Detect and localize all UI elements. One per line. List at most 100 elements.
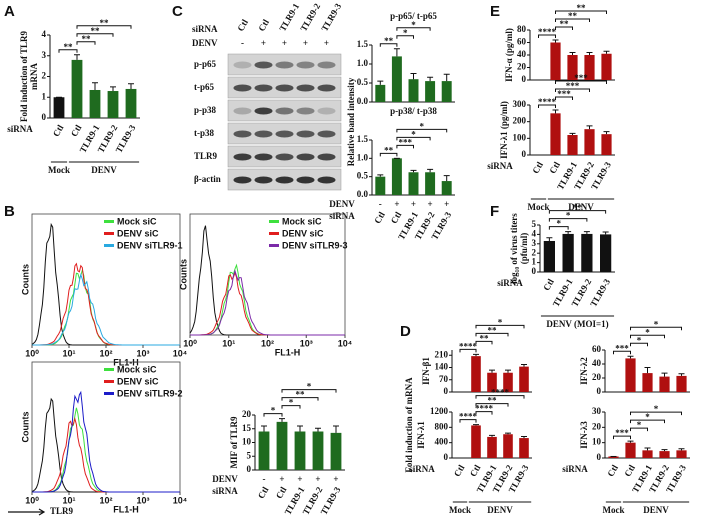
x-tick-label: Ctl — [274, 485, 289, 501]
significance-bracket — [76, 41, 96, 45]
y-tick-label: 1 — [42, 91, 47, 101]
y-tick-label: 30 — [592, 406, 602, 416]
y-tick-label: 0.5 — [357, 171, 369, 181]
y-tick-label: 0.5 — [357, 77, 369, 87]
significance-bracket — [613, 350, 631, 355]
error-bar — [661, 372, 668, 377]
x-tick-label: 10³ — [136, 348, 149, 358]
error-bar — [377, 80, 384, 85]
treatment-mark: + — [444, 199, 449, 209]
y-axis-label: log₁₀ of virus titers — [509, 213, 519, 284]
bar — [471, 425, 481, 458]
group-label: DENV — [568, 202, 594, 212]
significance-label: ** — [560, 19, 570, 29]
significance-label: ** — [568, 11, 578, 21]
blot-band — [275, 176, 294, 184]
bar — [601, 53, 612, 80]
y-tick-label: 0 — [597, 386, 602, 396]
bar — [659, 451, 670, 458]
legend-swatch — [269, 232, 279, 235]
blot-band — [254, 107, 273, 115]
bar — [503, 372, 513, 392]
significance-bracket — [475, 324, 525, 329]
blot-band — [317, 176, 336, 184]
bar — [519, 366, 529, 392]
significance-label: **** — [459, 412, 478, 422]
group-label: DENV — [643, 505, 669, 515]
legend-label: DENV siC — [282, 228, 324, 238]
significance-bracket — [548, 218, 588, 222]
y-tick-label: 300 — [513, 99, 527, 109]
bar — [600, 234, 612, 272]
y-tick-label: 1.5 — [357, 134, 369, 144]
error-bar — [427, 168, 434, 173]
significance-label: * — [645, 412, 650, 422]
significance-label: * — [566, 211, 571, 221]
blot-band — [233, 84, 252, 92]
significance-label: *** — [615, 428, 629, 438]
legend-swatch — [104, 220, 114, 223]
lane-label: Ctl — [256, 17, 271, 33]
blot-band — [296, 107, 315, 115]
band-label: t-p38 — [194, 128, 214, 138]
significance-label: * — [637, 335, 642, 345]
bar — [330, 432, 342, 470]
y-tick-label: 20 — [517, 62, 527, 72]
y-tick-label: 20 — [592, 421, 602, 431]
shared-y-label: Relative band intensity — [346, 77, 356, 166]
significance-label: ** — [480, 333, 490, 343]
treatment-mark: + — [394, 199, 399, 209]
x-tick-label: Ctl — [389, 210, 404, 226]
bar — [53, 97, 65, 118]
bar — [567, 135, 578, 155]
treatment-mark: - — [263, 474, 266, 484]
error-bar — [583, 231, 590, 234]
y-axis-label: Fold induction of TLR9 — [19, 30, 29, 122]
blot-band — [317, 130, 336, 138]
panel-label: A — [4, 3, 15, 20]
x-tick-label: 10² — [261, 338, 274, 348]
error-bar — [552, 109, 559, 114]
significance-label: * — [403, 28, 408, 38]
panel-label: B — [4, 203, 15, 220]
y-tick-label: 40 — [517, 49, 527, 59]
significance-bracket — [630, 411, 682, 416]
error-bar — [627, 355, 634, 359]
y-tick-label: 80 — [517, 24, 527, 34]
error-bar — [297, 425, 303, 432]
significance-label: * — [654, 319, 659, 329]
error-bar — [443, 175, 450, 182]
y-tick-label: 0 — [522, 149, 527, 159]
blot-band — [254, 61, 273, 69]
significance-label: * — [411, 129, 416, 139]
legend-label: Mock siC — [282, 216, 322, 226]
treatment-mark: - — [379, 199, 382, 209]
significance-bracket — [538, 34, 556, 38]
bar — [471, 356, 481, 392]
y-tick-label: 140 — [435, 362, 449, 372]
chart-title: p-p65/ t-p65 — [390, 11, 437, 21]
blot-band — [296, 84, 315, 92]
lane-treatment: + — [324, 38, 329, 48]
significance-bracket — [630, 326, 682, 331]
y-tick-label: 0.0 — [357, 96, 369, 106]
bar — [584, 55, 595, 80]
y-tick-label: 1.0 — [357, 152, 369, 162]
significance-label: ** — [91, 26, 101, 36]
significance-bracket — [555, 26, 573, 30]
row-label: DENV — [329, 199, 355, 209]
significance-label: ** — [82, 34, 92, 44]
bar — [659, 376, 670, 392]
error-bar — [552, 39, 559, 43]
error-bar — [110, 86, 116, 92]
significance-bracket — [76, 25, 132, 29]
error-bar — [315, 427, 321, 432]
significance-label: * — [645, 327, 650, 337]
bar — [676, 450, 687, 458]
error-bar — [333, 425, 339, 433]
blot-band — [233, 176, 252, 184]
significance-label: * — [307, 382, 312, 392]
legend-swatch — [104, 380, 114, 383]
legend-swatch — [104, 232, 114, 235]
blot-band — [233, 61, 252, 69]
